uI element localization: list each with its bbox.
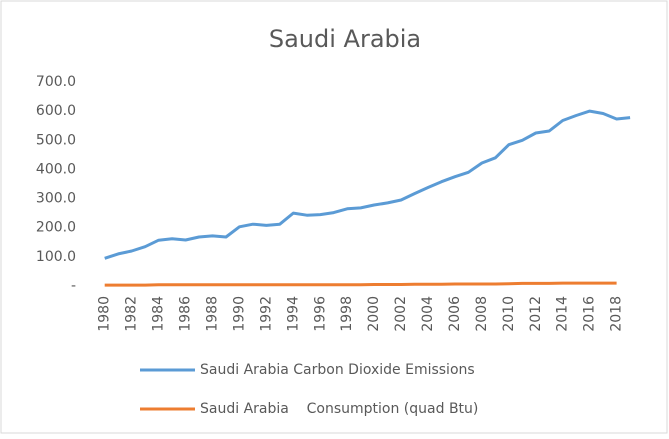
- x-tick-label: 2002: [393, 296, 409, 332]
- legend-label: Saudi Arabia Carbon Dioxide Emissions: [200, 362, 475, 378]
- x-tick-label: 1986: [178, 296, 194, 332]
- x-tick-label: 2018: [609, 296, 625, 332]
- chart-title: Saudi Arabia: [269, 25, 421, 53]
- x-tick-label: 1994: [285, 296, 301, 332]
- x-tick-label: 2004: [420, 296, 436, 332]
- y-tick-label: -: [71, 278, 76, 294]
- x-tick-label: 2008: [474, 296, 490, 332]
- y-tick-label: 300.0: [36, 191, 76, 207]
- x-tick-label: 1990: [231, 296, 247, 332]
- series-line: [104, 109, 631, 260]
- x-tick-label: 1988: [204, 296, 220, 332]
- x-tick-label: 2000: [366, 296, 382, 332]
- series-line: [104, 281, 617, 287]
- x-tick-label: 1996: [312, 296, 328, 332]
- y-tick-label: 700.0: [36, 74, 76, 90]
- y-tick-label: 500.0: [36, 132, 76, 148]
- x-tick-label: 2012: [528, 296, 544, 332]
- legend-label: Saudi Arabia Consumption (quad Btu): [200, 401, 478, 417]
- x-tick-label: 2016: [582, 296, 598, 332]
- y-tick-label: 600.0: [36, 103, 76, 119]
- x-tick-label: 2006: [447, 296, 463, 332]
- x-tick-label: 1984: [151, 296, 167, 332]
- y-tick-label: 200.0: [36, 220, 76, 236]
- y-tick-label: 100.0: [36, 249, 76, 265]
- x-tick-label: 1998: [339, 296, 355, 332]
- x-tick-label: 2010: [501, 296, 517, 332]
- x-tick-label: 1992: [258, 296, 274, 332]
- x-tick-label: 1982: [124, 296, 140, 332]
- x-tick-label: 1980: [97, 296, 113, 332]
- x-tick-label: 2014: [555, 296, 571, 332]
- y-tick-label: 400.0: [36, 161, 76, 177]
